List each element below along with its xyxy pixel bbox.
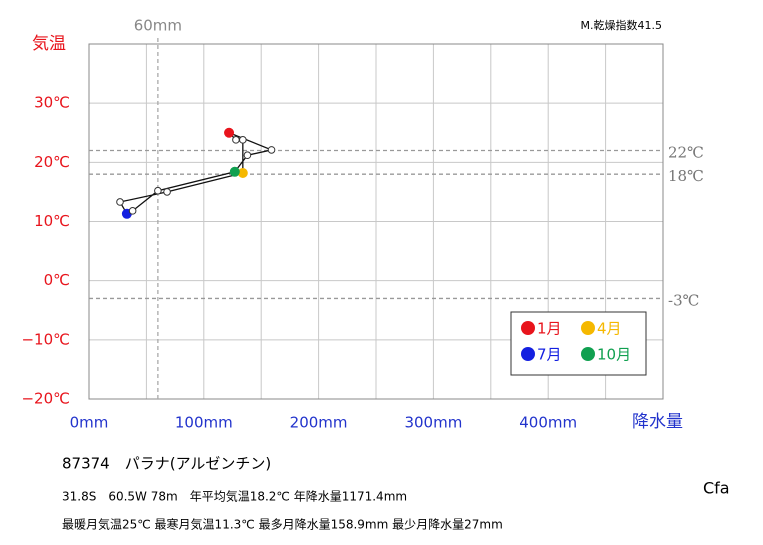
y-tick-label: 0℃ bbox=[44, 271, 70, 289]
x-tick-label: 200mm bbox=[290, 414, 348, 432]
month-point bbox=[154, 186, 162, 195]
y-tick-label: 10℃ bbox=[34, 212, 70, 230]
legend-label: 7月 bbox=[537, 346, 562, 364]
month-point bbox=[229, 166, 240, 177]
annotation: M.乾燥指数41.5 bbox=[581, 18, 662, 32]
month-point bbox=[239, 136, 247, 144]
legend-label: 1月 bbox=[537, 320, 562, 338]
x-tick-label: 400mm bbox=[519, 414, 577, 432]
x-tick-label: 0mm bbox=[70, 414, 109, 432]
month-point bbox=[237, 167, 248, 178]
month-point bbox=[224, 127, 235, 138]
month-point bbox=[243, 151, 252, 160]
reference-label: 60mm bbox=[134, 17, 182, 35]
legend-marker bbox=[521, 347, 535, 361]
legend-marker bbox=[581, 347, 595, 361]
month-point bbox=[128, 207, 137, 215]
climate-class: Cfa bbox=[703, 479, 730, 498]
y-tick-label: 20℃ bbox=[34, 153, 70, 171]
reference-label: -3℃ bbox=[668, 291, 699, 309]
station-title: 87374 パラナ(アルゼンチン) bbox=[62, 455, 271, 473]
month-point bbox=[267, 146, 276, 154]
legend-label: 10月 bbox=[597, 346, 631, 364]
legend-label: 4月 bbox=[597, 320, 622, 338]
y-tick-label: −20℃ bbox=[21, 390, 70, 408]
station-info: 31.8S 60.5W 78m 年平均気温18.2℃ 年降水量1171.4mm bbox=[62, 489, 407, 504]
reference-label: 22℃ bbox=[668, 144, 704, 162]
station-info: 最暖月気温25℃ 最寒月気温11.3℃ 最多月降水量158.9mm 最少月降水量… bbox=[62, 517, 503, 532]
x-axis-title: 降水量 bbox=[632, 412, 683, 432]
x-tick-label: 100mm bbox=[175, 414, 233, 432]
y-tick-label: −10℃ bbox=[21, 330, 70, 348]
legend-box bbox=[510, 311, 647, 376]
legend-marker bbox=[581, 321, 595, 335]
month-point bbox=[116, 198, 124, 206]
y-tick-label: 30℃ bbox=[34, 94, 70, 112]
y-axis-title: 気温 bbox=[32, 34, 66, 54]
x-tick-label: 300mm bbox=[404, 414, 462, 432]
month-point bbox=[232, 136, 240, 144]
plot-border bbox=[88, 43, 664, 400]
legend-marker bbox=[521, 321, 535, 335]
month-point bbox=[163, 188, 171, 196]
reference-label: 18℃ bbox=[668, 167, 704, 185]
